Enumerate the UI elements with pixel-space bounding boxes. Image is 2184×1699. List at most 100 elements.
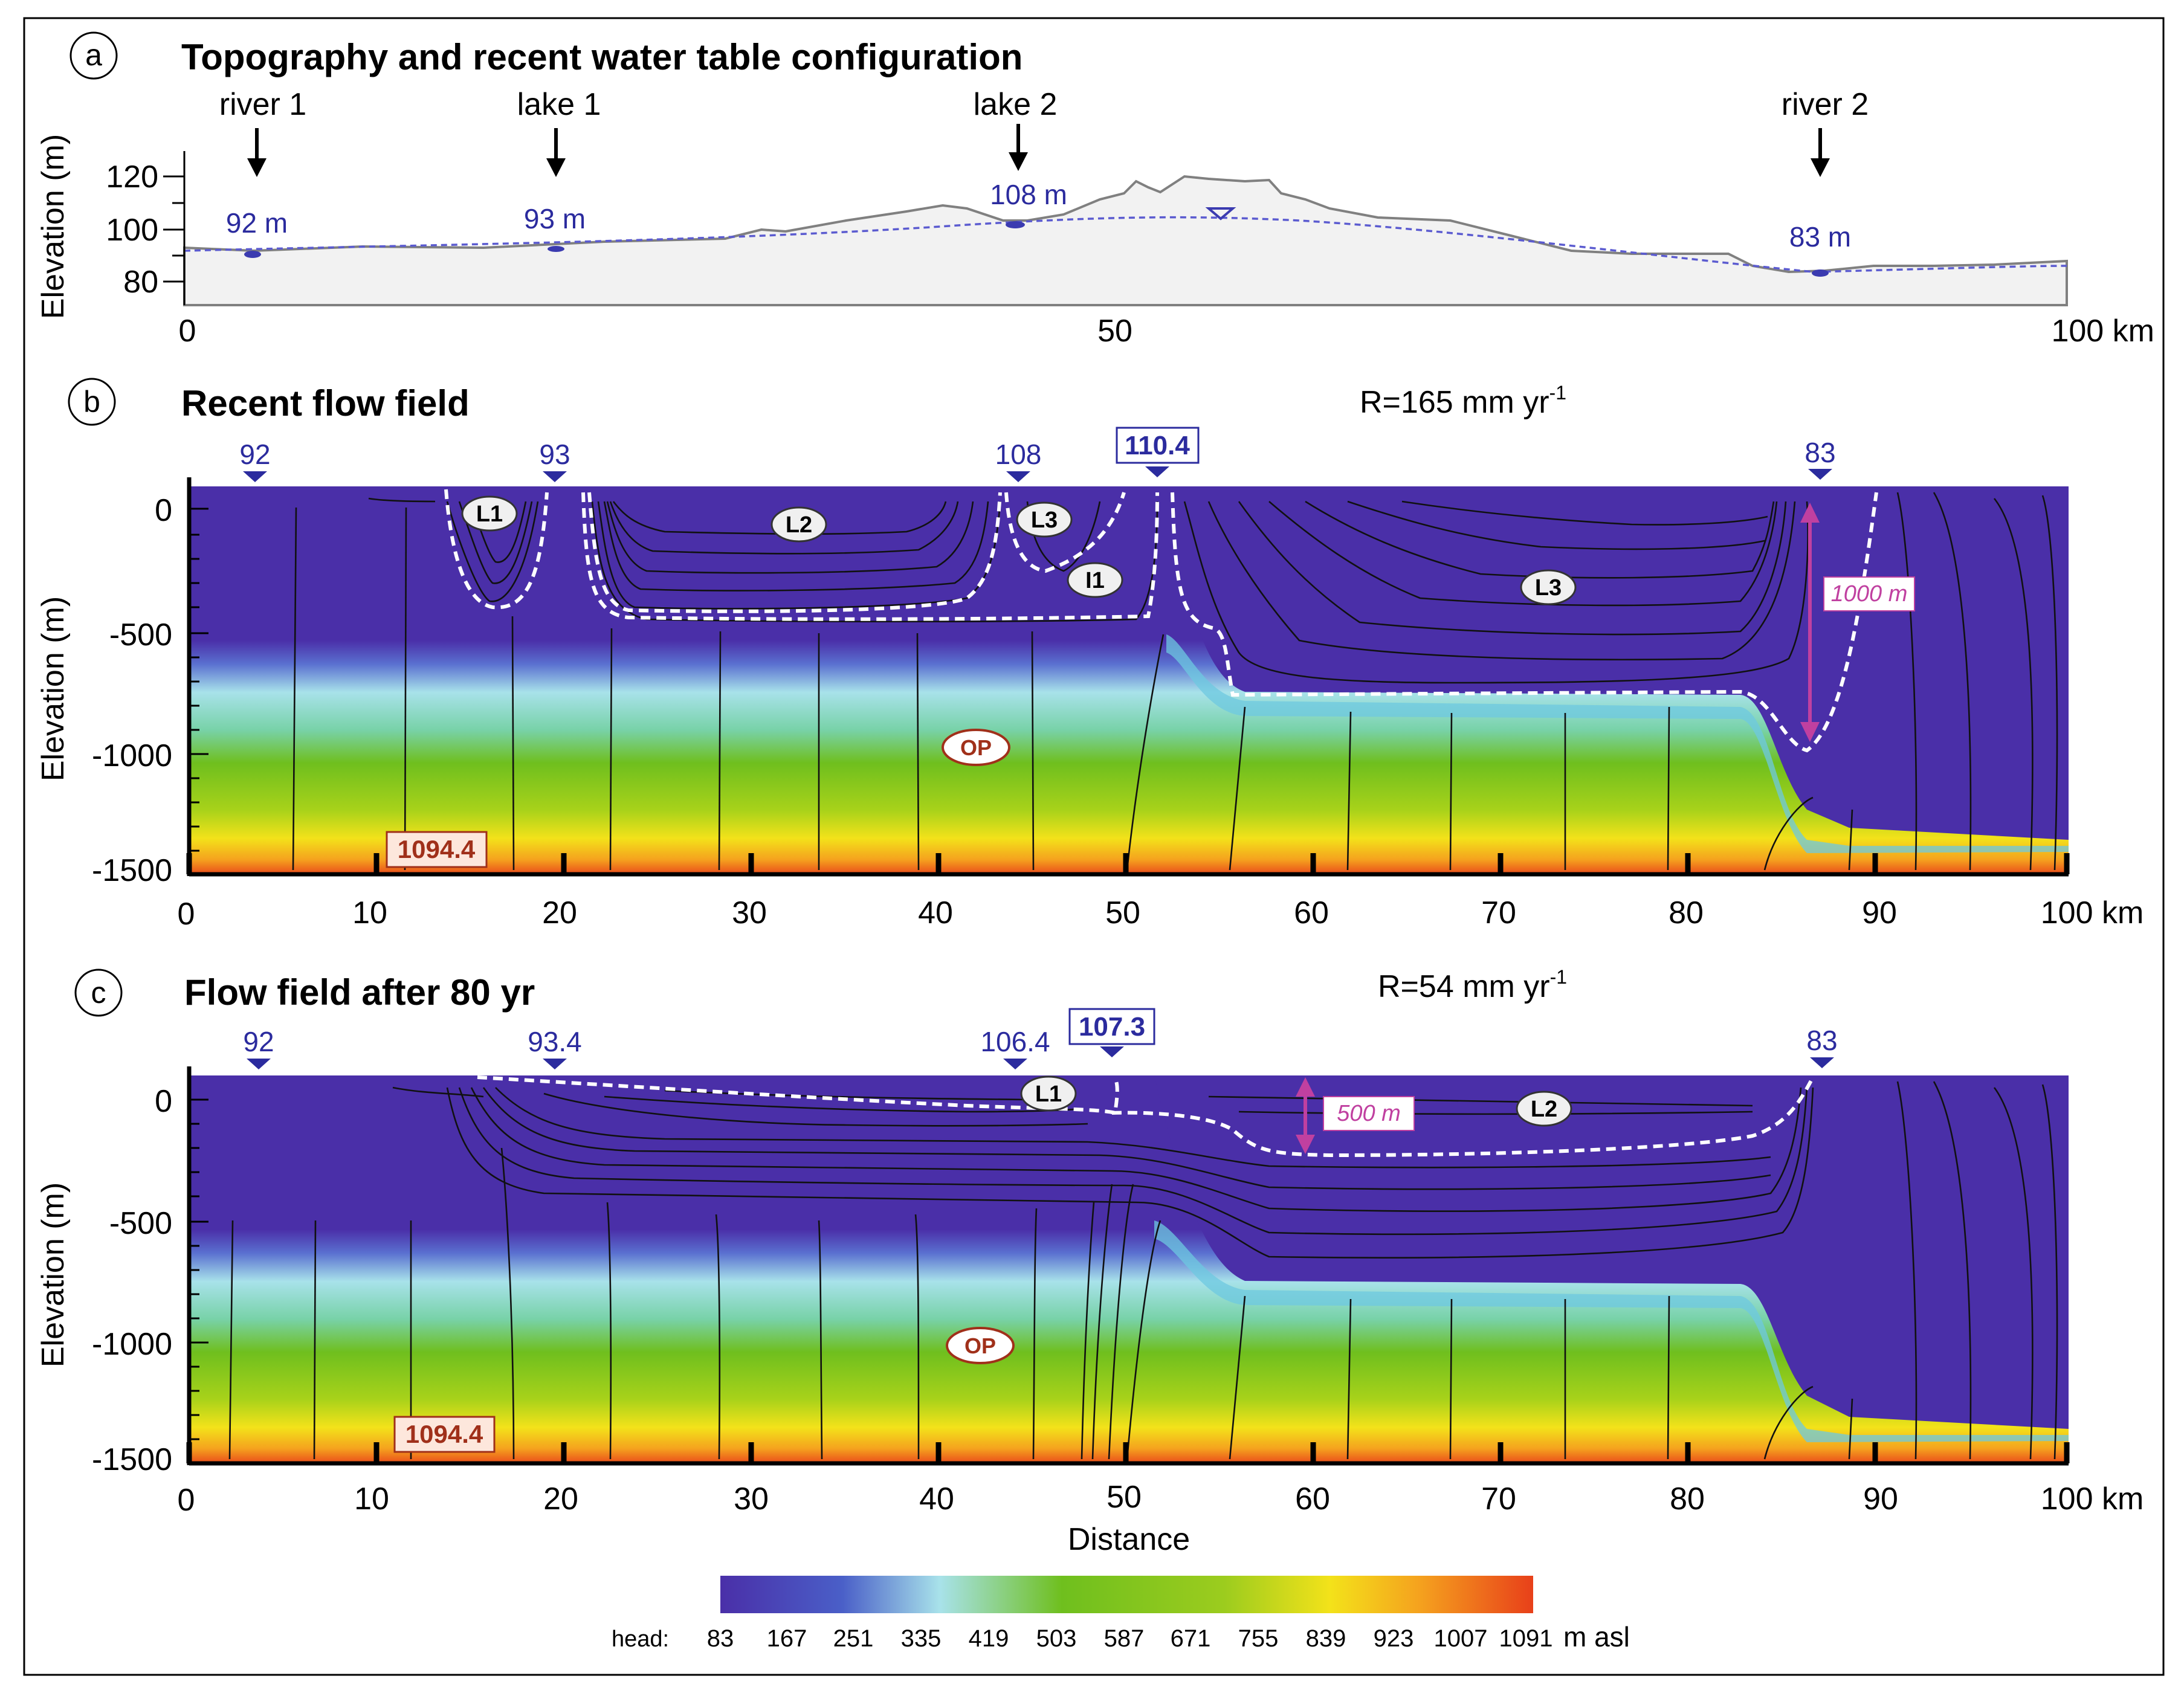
panel-b-letter: b [83, 385, 100, 419]
section-c-ytick: -500 [109, 1206, 172, 1241]
depth-annotation-c: 500 m [1296, 1077, 1415, 1154]
terrain-profile [183, 175, 2068, 306]
head-label-c: 93.4 [528, 1026, 582, 1057]
cell-boundaries-c [477, 1075, 1815, 1158]
panel-c-recharge: R=54 mm yr-1 [1378, 966, 1567, 1004]
feature-label-river-2: river 2 [1782, 87, 1869, 122]
panel-a: a Topography and recent water table conf… [36, 31, 2154, 349]
lake-2-water [1006, 221, 1025, 228]
head-marker-icon [543, 471, 567, 482]
op-label-b: OP [960, 735, 992, 760]
section-b-xtick: 80 [1669, 895, 1704, 930]
section-c-xtick: 60 [1295, 1481, 1330, 1517]
bottom-head-box-b [386, 831, 488, 868]
panel-c-letter: c [91, 976, 106, 1010]
depth-label-c: 500 m [1337, 1101, 1401, 1126]
bottom-head-box-c [393, 1416, 496, 1453]
cell-label-c: L1 [1035, 1082, 1062, 1107]
cell-boundaries-b [444, 489, 1878, 753]
topo-xtick: 100 km [2051, 314, 2154, 349]
section-b-xtick: 40 [918, 895, 953, 930]
section-b-ytick: -1000 [92, 738, 172, 773]
low-head-zone-c [189, 1075, 2069, 1429]
streamlines-b [292, 492, 2058, 871]
cell-label-b: L1 [476, 501, 503, 527]
section-b-ytick: -500 [109, 617, 172, 653]
feature-elev-lake-1: 93 m [524, 203, 586, 234]
depth-label-b: 1000 m [1831, 581, 1908, 607]
head-marker-icon [1810, 1057, 1834, 1068]
panel-c: c Flow field after 80 yr R=54 mm yr-1 [36, 966, 2144, 1557]
section-b-xtick: 100 km [2041, 895, 2144, 930]
colorbar-tick: 419 [969, 1625, 1009, 1652]
section-c-xtick: 0 [178, 1483, 195, 1518]
section-b-ytick: 0 [155, 493, 172, 528]
colorbar-label: head: [612, 1626, 669, 1652]
cell-label-c: L2 [1531, 1097, 1557, 1122]
river-1-water [244, 251, 261, 258]
section-c-xtick: 80 [1670, 1481, 1705, 1517]
section-c-ytick: -1500 [92, 1442, 172, 1477]
section-c-xtick: 20 [543, 1481, 578, 1517]
streamlines-c [228, 1081, 2058, 1460]
topo-ytick: 100 [106, 213, 158, 248]
max-head-marker-icon [1100, 1046, 1124, 1057]
low-head-zone-b [189, 486, 2069, 840]
figure-frame [23, 17, 2165, 1676]
max-head-b: 110.4 [1125, 431, 1190, 460]
head-label-c: 83 [1806, 1025, 1837, 1056]
section-b-xtick: 70 [1481, 895, 1516, 930]
arrow-down-icon [247, 128, 267, 177]
water-table-line [184, 216, 2067, 273]
colorbar-tick: 83 [707, 1625, 734, 1652]
colorbar-tick: 251 [833, 1625, 874, 1652]
head-label-b: 83 [1804, 437, 1835, 468]
feature-elev-river-2: 83 m [1789, 221, 1851, 253]
colorbar-tick: 755 [1238, 1625, 1279, 1652]
section-c-xtick: 90 [1863, 1481, 1898, 1517]
feature-elev-lake-2: 108 m [990, 179, 1067, 210]
section-b-xtick: 20 [542, 895, 577, 930]
panel-a-badge [69, 31, 118, 80]
colorbar-unit: m asl [1563, 1621, 1630, 1652]
topo-xtick: 50 [1097, 314, 1132, 349]
colorbar-tick: 1091 [1499, 1625, 1553, 1652]
cell-label-b: I1 [1085, 568, 1105, 593]
topo-ytick: 80 [123, 265, 158, 300]
section-c-xtick: 70 [1481, 1481, 1516, 1517]
head-label-b: 108 [995, 439, 1042, 470]
river-2-water [1812, 269, 1829, 277]
colorbar: head: 83 167 251 335 419 503 587 671 755… [612, 1576, 1630, 1652]
colorbar-gradient [720, 1576, 1533, 1613]
topo-ytick: 120 [106, 160, 158, 195]
panel-b-badge [68, 378, 116, 426]
section-b-xtick: 10 [352, 895, 387, 930]
colorbar-tick: 923 [1374, 1625, 1414, 1652]
cell-label-b: L3 [1535, 575, 1562, 601]
panel-b: b Recent flow field R=165 mm yr-1 [36, 378, 2144, 932]
panel-a-letter: a [85, 38, 102, 72]
colorbar-tick: 167 [767, 1625, 807, 1652]
head-marker-icon [247, 1059, 271, 1069]
arrow-down-icon [1009, 124, 1028, 171]
section-b-xtick: 0 [178, 897, 195, 932]
section-b-y-label: Elevation (m) [36, 596, 71, 781]
section-c-xtick: 40 [919, 1481, 954, 1517]
section-c-xtick: 10 [354, 1481, 389, 1517]
colorbar-tick: 839 [1306, 1625, 1346, 1652]
head-marker-icon [543, 1059, 567, 1069]
section-c-xtick: 100 km [2041, 1481, 2144, 1517]
feature-label-river-1: river 1 [219, 87, 306, 122]
op-label-c: OP [964, 1333, 996, 1358]
section-b-xtick: 30 [732, 895, 767, 930]
head-marker-icon [1006, 471, 1030, 482]
max-head-box-b [1116, 427, 1200, 464]
panel-b-recharge: R=165 mm yr-1 [1360, 382, 1566, 420]
head-marker-icon [1003, 1059, 1027, 1069]
colorbar-tick: 1007 [1434, 1625, 1488, 1652]
colorbar-tick: 503 [1036, 1625, 1077, 1652]
op-badge-b [942, 729, 1010, 766]
water-table-marker-icon [1205, 207, 1236, 221]
panel-c-title: Flow field after 80 yr [184, 972, 535, 1013]
